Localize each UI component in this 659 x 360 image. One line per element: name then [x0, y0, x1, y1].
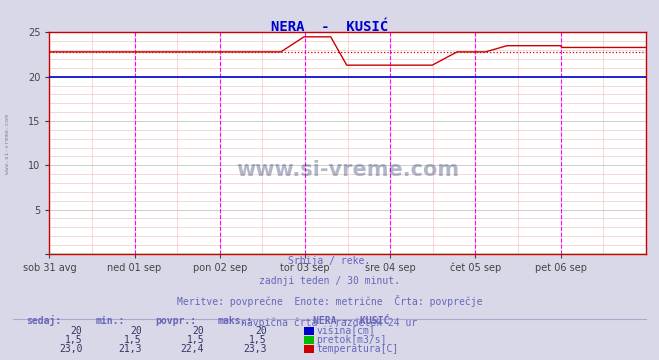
Text: maks.:: maks.: [217, 316, 252, 326]
Text: 1,5: 1,5 [186, 335, 204, 345]
Text: povpr.:: povpr.: [155, 316, 196, 326]
Text: 20: 20 [255, 326, 267, 336]
Text: navpična črta - razdelek 24 ur: navpična črta - razdelek 24 ur [241, 318, 418, 328]
Text: 23,0: 23,0 [59, 344, 82, 354]
Text: 1,5: 1,5 [124, 335, 142, 345]
Text: 20: 20 [71, 326, 82, 336]
Text: 21,3: 21,3 [118, 344, 142, 354]
Text: NERA -  KUSIĆ: NERA - KUSIĆ [313, 316, 389, 326]
Text: 1,5: 1,5 [65, 335, 82, 345]
Text: www.si-vreme.com: www.si-vreme.com [5, 114, 11, 174]
Text: 20: 20 [192, 326, 204, 336]
Text: min.:: min.: [96, 316, 125, 326]
Text: sedaj:: sedaj: [26, 315, 61, 326]
Text: temperatura[C]: temperatura[C] [316, 344, 399, 354]
Text: Srbija / reke.: Srbija / reke. [289, 256, 370, 266]
Text: www.si-vreme.com: www.si-vreme.com [236, 160, 459, 180]
Text: 1,5: 1,5 [249, 335, 267, 345]
Text: Meritve: povprečne  Enote: metrične  Črta: povprečje: Meritve: povprečne Enote: metrične Črta:… [177, 295, 482, 307]
Text: 23,3: 23,3 [243, 344, 267, 354]
Text: 20: 20 [130, 326, 142, 336]
Text: zadnji teden / 30 minut.: zadnji teden / 30 minut. [259, 276, 400, 287]
Text: NERA  -  KUSIĆ: NERA - KUSIĆ [271, 20, 388, 34]
Text: 22,4: 22,4 [181, 344, 204, 354]
Text: višina[cm]: višina[cm] [316, 326, 375, 336]
Text: pretok[m3/s]: pretok[m3/s] [316, 335, 387, 345]
